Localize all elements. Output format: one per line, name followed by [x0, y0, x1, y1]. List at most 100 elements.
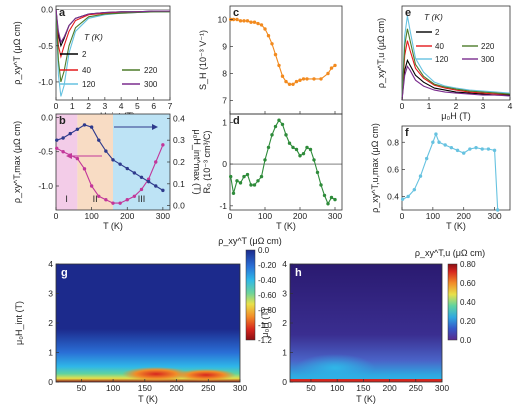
panel-b-series-right-point	[75, 127, 80, 131]
panel-f-ylabel: ρ_xy^T,u,max (μΩ cm)	[370, 123, 380, 213]
panel-a-xtick-label: 3	[102, 101, 107, 111]
panel-g-heatmap-hotspot	[176, 369, 236, 381]
panel-f-series-point	[400, 197, 405, 201]
panel-g-xtick-label: 300	[233, 383, 247, 393]
panel-d-series-point	[252, 183, 257, 187]
panel-g-colorbar-tick: -1.2	[258, 336, 272, 345]
panel-f-series-point	[412, 187, 417, 192]
panel-e-xlabel: μ₀H (T)	[441, 111, 470, 121]
panel-f-ytick-label: 0.4	[387, 191, 399, 201]
panel-g-heatmap	[56, 264, 240, 382]
panel-b-region-III	[113, 114, 170, 210]
panel-f-series-point	[492, 148, 497, 153]
panel-e-xtick-label: 4	[508, 101, 513, 111]
panel-f-series-point	[449, 145, 454, 150]
panel-h-ytick-label: 1	[282, 348, 287, 358]
panel-h-xtick-label: 150	[356, 383, 370, 393]
panel-b-ytick-label: -0.5	[38, 147, 53, 157]
panel-d-series-point	[291, 145, 295, 150]
panel-d-series-point	[270, 133, 274, 137]
panel-a-legend-label: 120	[82, 80, 96, 89]
panel-c-series-point	[298, 78, 302, 82]
panel-g-ytick-label: 0	[48, 377, 53, 387]
panel-f-series-point	[431, 140, 435, 144]
panel-c-series-point	[301, 77, 306, 81]
panel-b-series-left-point	[61, 150, 65, 154]
panel-b-ytick-label: 0.2	[173, 157, 185, 167]
panel-b-xtick-label: 100	[85, 211, 99, 221]
panel-b-series-left-point	[146, 177, 151, 181]
panel-d-series-point	[238, 181, 243, 185]
panel-b-series-right-point	[154, 184, 158, 188]
panel-c-ytick-label: 9	[222, 42, 227, 52]
panel-b-series-left-point	[161, 143, 165, 147]
panel-g-colorbar-tick: -0.60	[258, 291, 277, 300]
panel-e-xtick-label: 1	[427, 101, 432, 111]
panel-h-colorbar-tick: 0.80	[460, 260, 476, 269]
panel-h-colorbar-tick: 0.40	[460, 298, 476, 307]
panel-f-series-point	[462, 151, 466, 155]
panel-c-ytick-label: 10	[218, 15, 228, 25]
panel-c-series	[230, 18, 336, 85]
panel-b-series-right-point	[125, 166, 129, 171]
panel-g-ytick-label: 3	[48, 289, 53, 299]
panel-g-xtick-label: 200	[169, 383, 183, 393]
panel-g-ylabel: μ₀H_int (T)	[14, 301, 24, 345]
panel-d-series-point	[326, 202, 330, 206]
panel-h-xlabel: T (K)	[356, 394, 376, 404]
panel-c-series-point	[280, 74, 285, 78]
panel-b-series-right-point	[146, 179, 151, 184]
panel-d-series-point	[315, 170, 320, 175]
panel-c-series-point	[291, 82, 295, 87]
panel-g-ytick-label: 2	[48, 318, 53, 328]
panel-f-series-point	[443, 143, 447, 147]
panel-d-series-point	[256, 179, 260, 183]
panel-f-ytick-label: 0.8	[387, 137, 399, 147]
panel-c-series-point	[245, 19, 250, 23]
panel-b-region-label: II	[93, 194, 98, 204]
panel-f-frame	[401, 125, 511, 211]
panel-d-ytick-label: 0	[222, 159, 227, 169]
panel-b-xlabel: T (K)	[103, 221, 123, 231]
panel-b-series-left-point	[111, 201, 115, 205]
panel-d-series-point	[235, 179, 239, 183]
panel-d-series-point	[329, 195, 334, 200]
panel-label-f: f	[405, 127, 409, 139]
panel-b-series-left-point	[132, 194, 137, 198]
panel-d-series-point	[259, 174, 264, 179]
panel-b-series-right-point	[132, 171, 137, 175]
panel-a-xtick-label: 5	[135, 101, 140, 111]
panel-b-series-right-point	[97, 138, 101, 142]
panel-b-series-right-point	[89, 125, 94, 129]
panel-b-ytick-label: -1.0	[38, 181, 53, 191]
panel-b-series-left-point	[55, 146, 59, 150]
panel-b-series-left-point	[82, 167, 87, 171]
panel-f-series-point	[455, 148, 460, 153]
panel-b-region-label: III	[138, 194, 146, 204]
panel-d-series-point	[294, 147, 299, 152]
panel-d-ytick-label: 1	[222, 117, 227, 127]
panel-g-xtick-label: 250	[201, 383, 215, 393]
panel-g-xtick-label: 150	[138, 383, 152, 393]
panel-c-series-point	[252, 20, 257, 24]
panel-f-series-point	[474, 145, 478, 150]
panel-d-xtick-label: 200	[293, 211, 307, 221]
panel-h-xtick-label: 50	[306, 383, 316, 393]
panel-a-ytick-label: 0.0	[41, 5, 53, 15]
panel-h-colorbar-label: ρ_xy^T,u (μΩ cm)	[415, 248, 485, 258]
panel-d-series-point	[319, 183, 323, 187]
panel-d-series-point	[277, 118, 281, 122]
panel-c-ylabel: S_H (10⁻³ V⁻¹)	[198, 30, 208, 90]
panel-c-series-point	[266, 34, 271, 38]
panel-h-ytick-label: 2	[282, 318, 287, 328]
panel-f-xtick-label: 0	[400, 211, 405, 221]
panel-g-colorbar-tick: -0.40	[258, 276, 277, 285]
panel-c-series-point	[238, 19, 243, 23]
panel-h-colorbar-tick: 0.0	[460, 336, 472, 345]
panel-c-series-point	[259, 23, 264, 27]
panel-a-xtick-label: 6	[151, 101, 156, 111]
panel-d-series-point	[273, 124, 278, 129]
panel-a-xtick-label: 2	[86, 101, 91, 111]
panel-b-series-right-point	[61, 136, 65, 140]
panel-d-xtick-label: 300	[328, 211, 342, 221]
